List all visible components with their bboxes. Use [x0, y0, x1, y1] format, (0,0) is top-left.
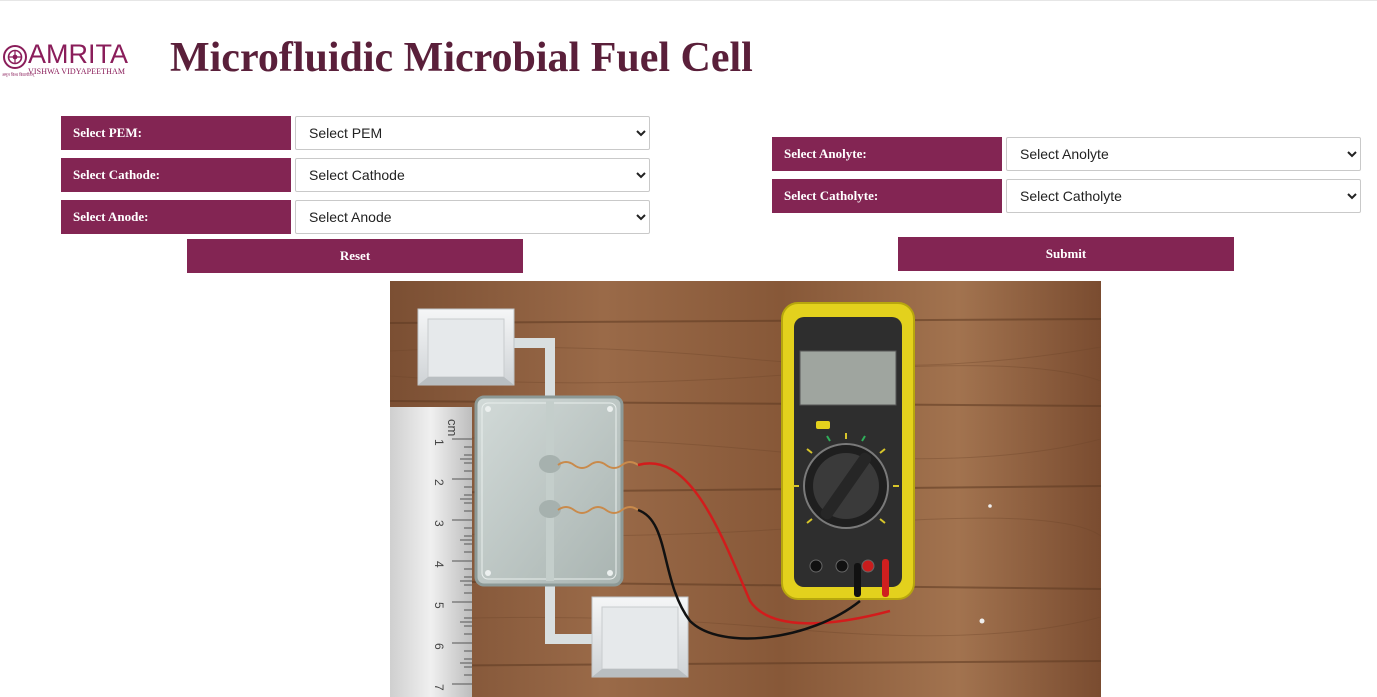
ruler-number: 4	[432, 561, 446, 568]
top-border	[0, 0, 1377, 1]
logo-tagline: VISHWA VIDYAPEETHAM	[28, 67, 126, 76]
anolyte-label: Select Anolyte:	[772, 137, 1002, 171]
red-probe-plug	[882, 559, 889, 597]
copper-wire-bottom	[557, 506, 639, 514]
multimeter	[781, 302, 915, 600]
ruler-number: 1	[432, 439, 446, 446]
catholyte-row: Select Catholyte: Select Catholyte	[772, 179, 1361, 213]
outlet-reservoir	[591, 596, 689, 678]
dial-scale-marks	[793, 433, 899, 524]
catholyte-label: Select Catholyte:	[772, 179, 1002, 213]
ruler	[390, 407, 472, 697]
pem-label: Select PEM:	[61, 116, 291, 150]
inlet-reservoir	[417, 308, 515, 386]
v-jack	[835, 559, 849, 573]
logo-name: AMRITA	[28, 39, 128, 69]
anode-select[interactable]: Select Anode	[295, 200, 650, 234]
com-jack	[809, 559, 823, 573]
reset-button[interactable]: Reset	[187, 239, 523, 273]
ruler-number: 2	[432, 479, 446, 486]
amrita-emblem-icon	[3, 45, 27, 69]
ruler-unit-label: cm	[445, 419, 460, 436]
scene-drawing: cm 1	[390, 281, 1101, 697]
submit-button[interactable]: Submit	[898, 237, 1234, 271]
pem-select[interactable]: Select PEM	[295, 116, 650, 150]
copper-wire-top	[557, 461, 639, 469]
black-probe-plug	[854, 563, 861, 597]
cathode-label: Select Cathode:	[61, 158, 291, 192]
ruler-number: 5	[432, 602, 446, 609]
ruler-number: 7	[432, 684, 446, 691]
ruler-numbers: 1 2 3 4 5 6 7	[432, 439, 446, 691]
pem-row: Select PEM: Select PEM	[61, 116, 650, 150]
a-jack	[861, 559, 875, 573]
microfluidic-chip	[474, 395, 624, 587]
cathode-select[interactable]: Select Cathode	[295, 158, 650, 192]
black-test-lead	[637, 508, 861, 640]
catholyte-select[interactable]: Select Catholyte	[1006, 179, 1361, 213]
page-title: Microfluidic Microbial Fuel Cell	[170, 35, 753, 81]
experiment-scene: cm 1	[390, 281, 1101, 697]
wood-nail	[988, 504, 992, 508]
inlet-tube	[514, 338, 555, 401]
logo-tiny-text: अमृत विश्व विद्यापीठम्	[2, 72, 34, 77]
anolyte-row: Select Anolyte: Select Anolyte	[772, 137, 1361, 171]
amrita-logo: AMRITA VISHWA VIDYAPEETHAM अमृत विश्व वि…	[2, 39, 142, 78]
ruler-number: 3	[432, 520, 446, 527]
anode-label: Select Anode:	[61, 200, 291, 234]
cathode-row: Select Cathode: Select Cathode	[61, 158, 650, 192]
ruler-ticks	[452, 438, 472, 685]
multimeter-display	[799, 350, 897, 406]
outlet-tube	[545, 579, 600, 644]
anode-row: Select Anode: Select Anode	[61, 200, 650, 234]
anolyte-select[interactable]: Select Anolyte	[1006, 137, 1361, 171]
red-test-lead	[637, 462, 891, 625]
ruler-number: 6	[432, 643, 446, 650]
wood-nail	[979, 618, 985, 624]
